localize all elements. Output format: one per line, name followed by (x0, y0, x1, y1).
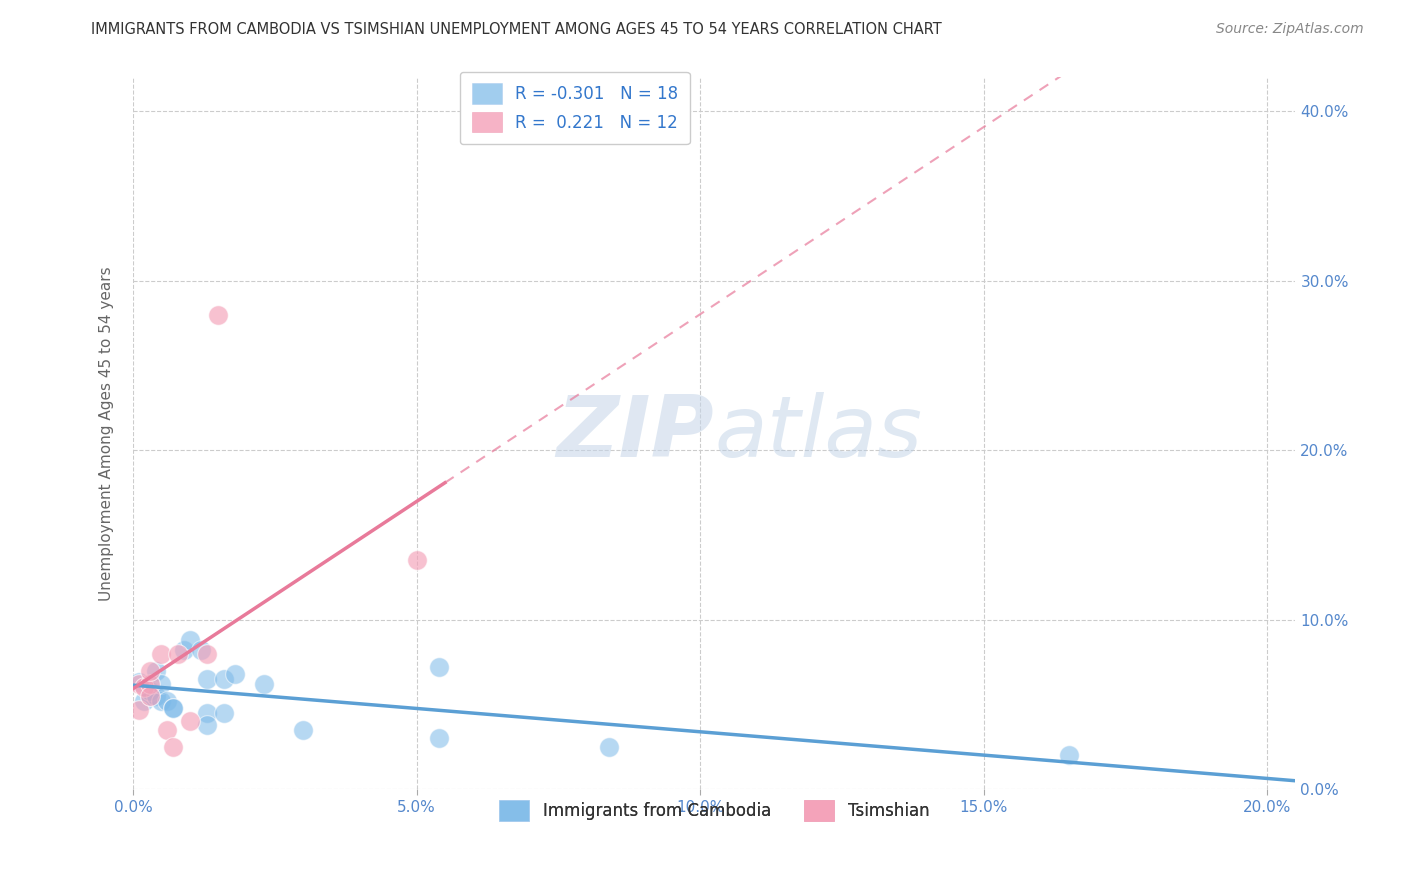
Text: IMMIGRANTS FROM CAMBODIA VS TSIMSHIAN UNEMPLOYMENT AMONG AGES 45 TO 54 YEARS COR: IMMIGRANTS FROM CAMBODIA VS TSIMSHIAN UN… (91, 22, 942, 37)
Point (252, 677, 274, 691)
Point (195, 718, 218, 732)
Point (195, 647, 218, 661)
Point (1057, 748, 1080, 763)
Point (156, 694, 179, 708)
Point (207, 308, 229, 322)
Point (212, 706, 235, 720)
Point (162, 739, 184, 754)
Point (162, 701, 184, 715)
Point (190, 643, 212, 657)
Point (134, 681, 156, 695)
Point (150, 677, 173, 691)
Legend: Immigrants from Cambodia, Tsimshian: Immigrants from Cambodia, Tsimshian (489, 790, 939, 830)
Point (195, 672, 218, 686)
Text: ZIP: ZIP (557, 392, 714, 475)
Text: Source: ZipAtlas.com: Source: ZipAtlas.com (1216, 22, 1364, 37)
Point (150, 694, 173, 708)
Y-axis label: Unemployment Among Ages 45 to 54 years: Unemployment Among Ages 45 to 54 years (100, 266, 114, 600)
Point (212, 672, 235, 686)
Point (224, 667, 246, 681)
Point (139, 689, 162, 703)
Point (179, 714, 201, 729)
Point (139, 689, 162, 703)
Point (145, 664, 167, 678)
Point (156, 723, 179, 737)
Point (145, 689, 167, 703)
Point (167, 647, 190, 661)
Point (134, 694, 156, 708)
Point (128, 702, 150, 716)
Point (598, 739, 620, 754)
Point (139, 677, 162, 691)
Point (405, 553, 427, 567)
Point (179, 633, 201, 648)
Point (195, 706, 218, 720)
Text: atlas: atlas (714, 392, 922, 475)
Point (173, 643, 195, 657)
Point (162, 701, 184, 715)
Point (292, 723, 315, 737)
Point (427, 660, 450, 674)
Point (128, 677, 150, 691)
Point (128, 675, 150, 690)
Point (150, 647, 173, 661)
Point (427, 731, 450, 746)
Point (139, 664, 162, 678)
Point (139, 684, 162, 698)
